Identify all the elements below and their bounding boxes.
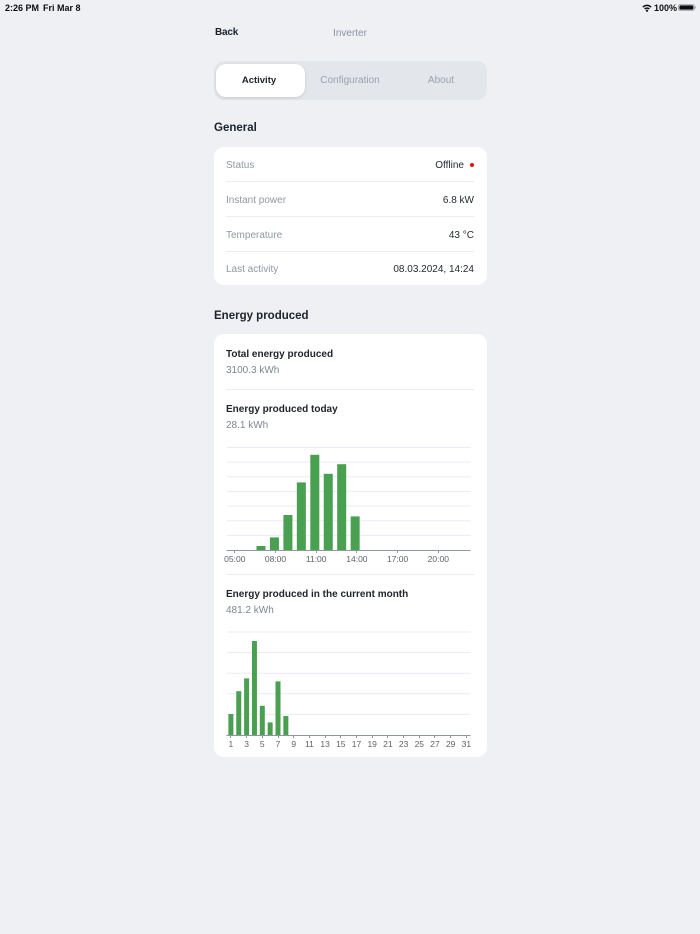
svg-text:15: 15 <box>336 739 346 749</box>
svg-text:27: 27 <box>430 739 440 749</box>
svg-text:23: 23 <box>399 739 409 749</box>
svg-text:17: 17 <box>352 739 362 749</box>
svg-text:19: 19 <box>367 739 377 749</box>
svg-text:3: 3 <box>244 739 249 749</box>
svg-text:20:00: 20:00 <box>428 554 450 564</box>
svg-text:13: 13 <box>320 739 330 749</box>
svg-text:1: 1 <box>229 739 234 749</box>
svg-text:05:00: 05:00 <box>224 554 246 564</box>
svg-text:11: 11 <box>305 739 314 749</box>
svg-text:5: 5 <box>260 739 265 749</box>
svg-text:14:00: 14:00 <box>346 554 368 564</box>
svg-text:21: 21 <box>383 739 393 749</box>
svg-text:31: 31 <box>462 739 472 749</box>
svg-text:08:00: 08:00 <box>265 554 287 564</box>
svg-text:17:00: 17:00 <box>387 554 409 564</box>
svg-text:11:00: 11:00 <box>306 554 327 564</box>
svg-text:29: 29 <box>446 739 456 749</box>
svg-text:9: 9 <box>291 739 296 749</box>
svg-text:25: 25 <box>415 739 425 749</box>
svg-text:7: 7 <box>276 739 281 749</box>
